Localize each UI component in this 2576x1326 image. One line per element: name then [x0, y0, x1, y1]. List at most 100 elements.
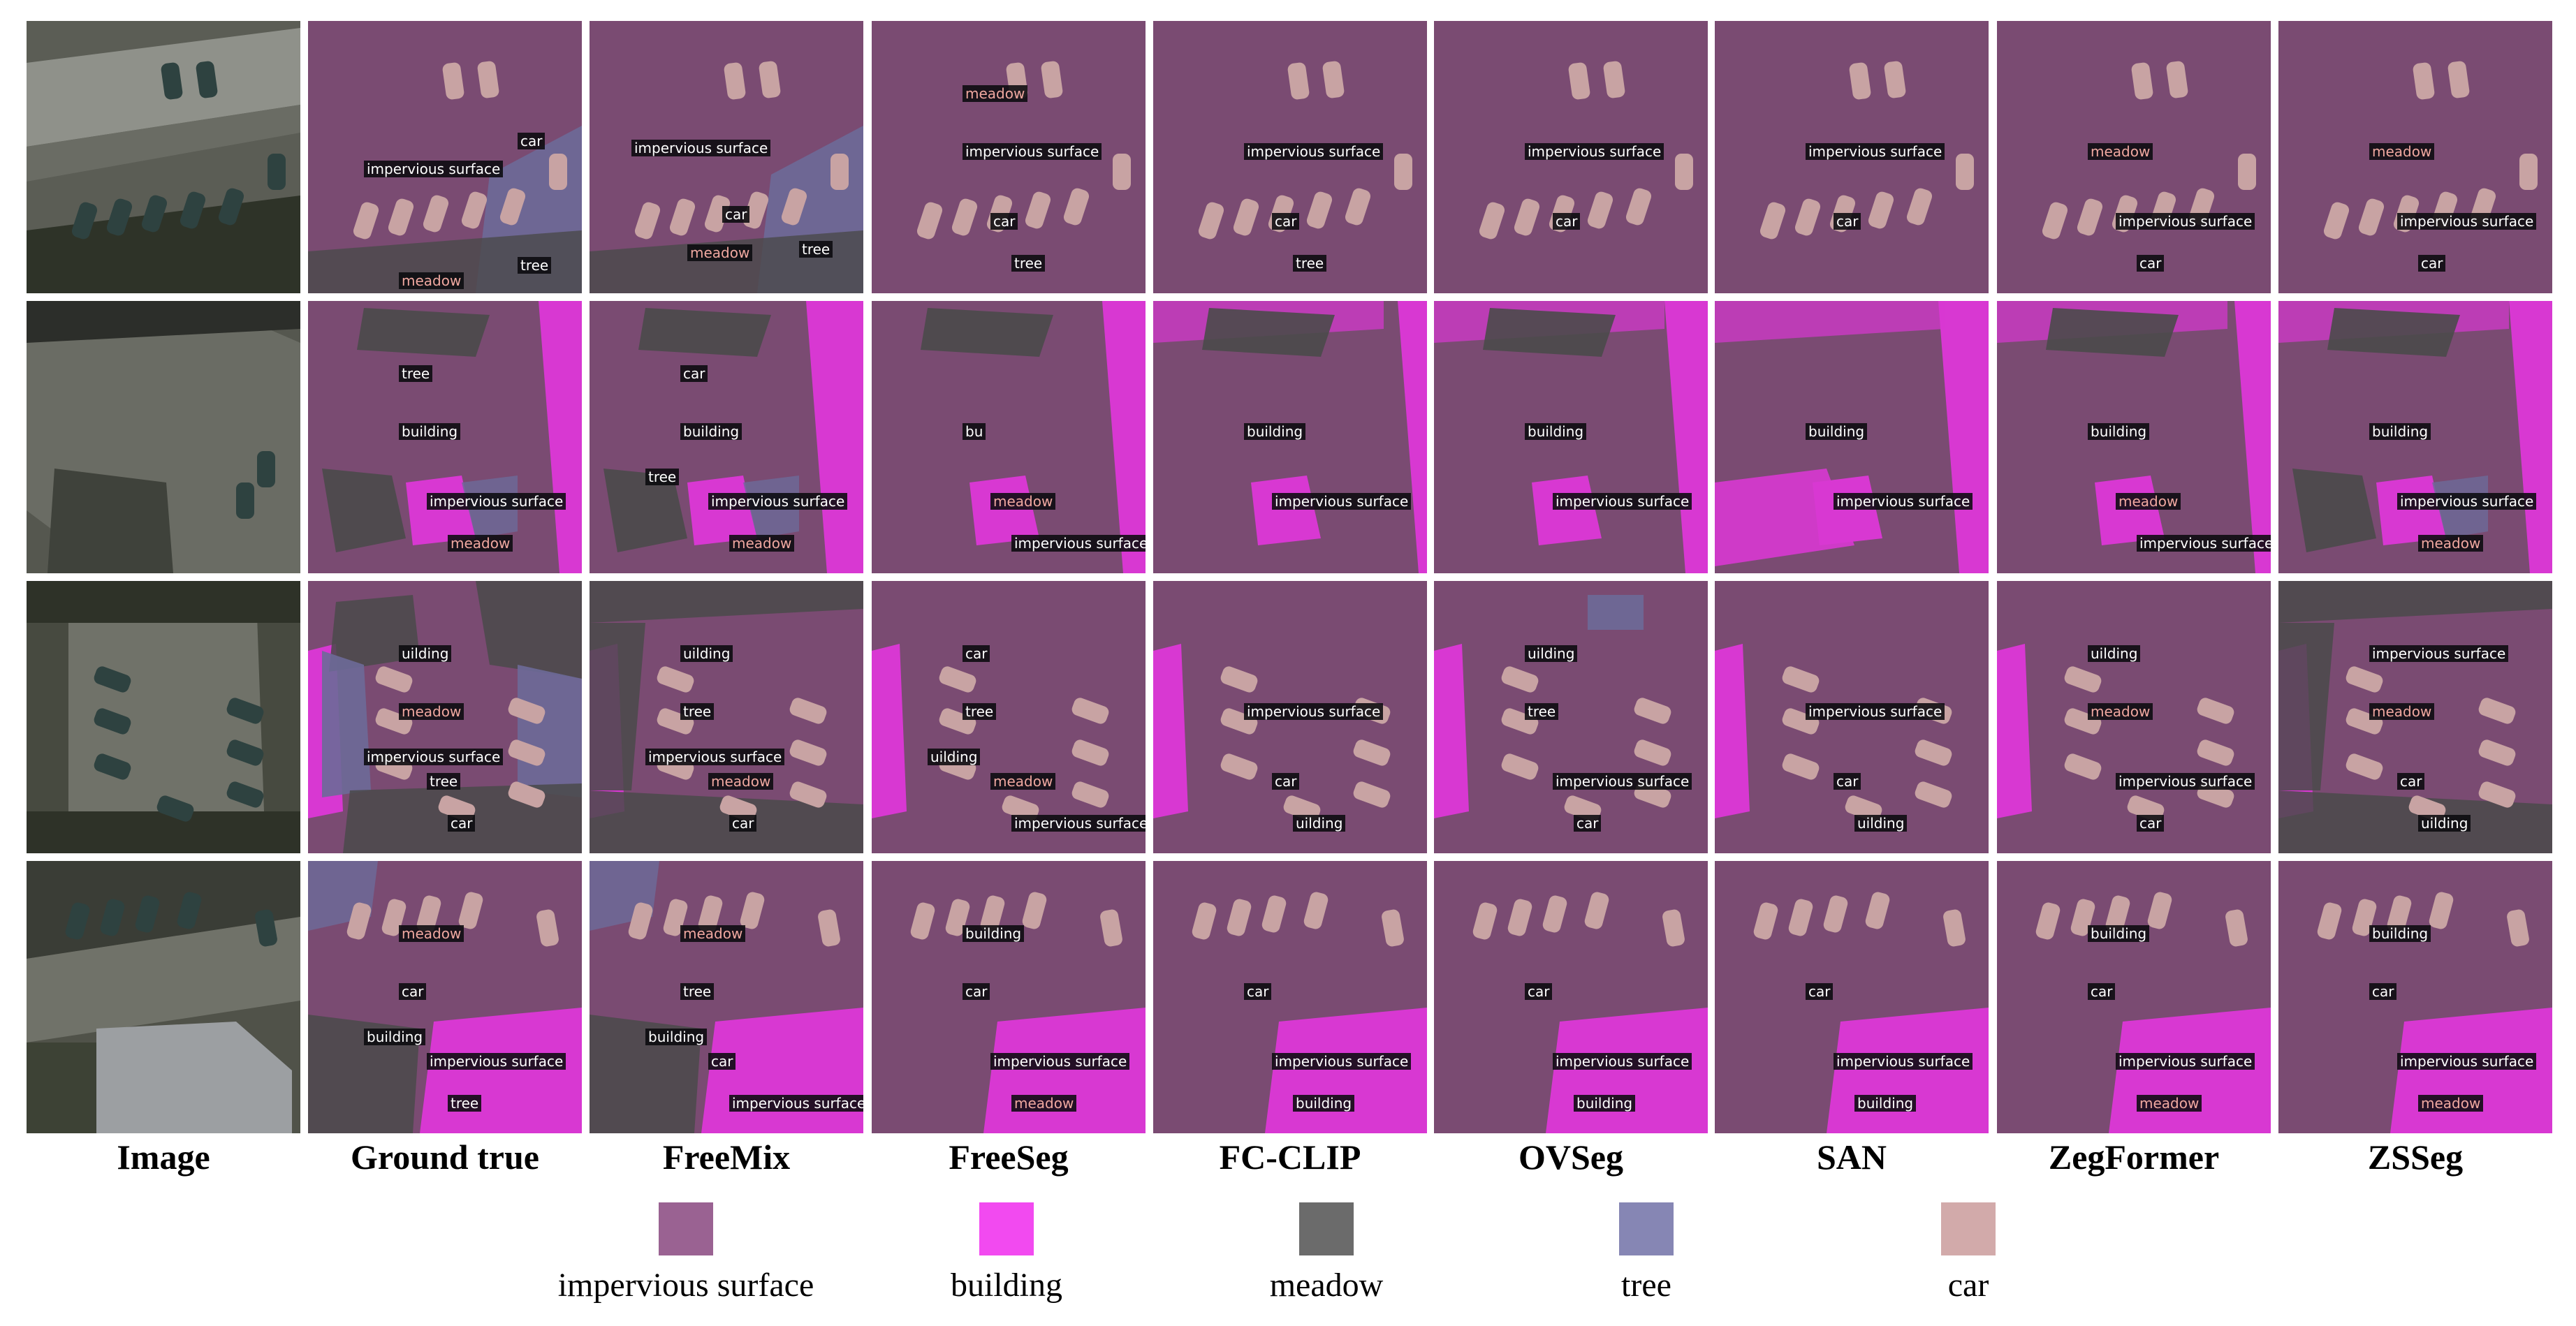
class-label-tag: uilding: [928, 749, 981, 765]
panel-row-2-col-4: bu meadow impervious surface: [872, 301, 1146, 573]
class-label-tag: tree: [680, 703, 715, 720]
class-label-tag: building: [1854, 1095, 1917, 1112]
class-label-tag: meadow: [2116, 493, 2181, 510]
panel-row-2-col-9: building impervious surface meadow: [2278, 301, 2552, 573]
segmentation-map: [27, 301, 300, 573]
legend-swatch-car: [1941, 1202, 1996, 1255]
segmentation-map: [308, 581, 582, 853]
class-label-tag: impervious surface: [1244, 703, 1384, 720]
panel-row-3-col-2: meadow tree car uilding impervious surface: [308, 581, 582, 853]
class-label-tag: building: [2369, 925, 2431, 942]
class-label-tag: meadow: [2418, 1095, 2484, 1112]
panel-row-3-col-4: tree meadow impervious surface car uilding: [872, 581, 1146, 853]
class-label-tag: uilding: [1525, 645, 1578, 662]
class-label-tag: impervious surface: [1011, 535, 1146, 552]
panel-row-1-col-7: impervious surface car: [1715, 21, 1989, 293]
class-label-tag: meadow: [399, 703, 464, 720]
class-label-tag: tree: [1293, 255, 1327, 272]
class-label-tag: impervious surface: [364, 749, 504, 765]
class-label-tag: impervious surface: [2116, 1053, 2255, 1070]
segmentation-map: [590, 581, 863, 853]
class-label-tag: meadow: [2088, 703, 2153, 720]
panel-row-4-col-8: car impervious surface meadow building: [1997, 861, 2271, 1133]
legend-label-tree: tree: [1621, 1267, 1671, 1304]
legend-label-building: building: [950, 1267, 1062, 1304]
class-label-tag: impervious surface: [1834, 493, 1973, 510]
panel-row-3-col-9: meadow car uilding impervious surface: [2278, 581, 2552, 853]
panel-row-1-col-8: meadow impervious surface car: [1997, 21, 2271, 293]
panel-row-4-col-5: car impervious surface building: [1153, 861, 1427, 1133]
segmentation-map: [590, 301, 863, 573]
panel-row-2-col-3: building impervious surface meadow car tree: [590, 301, 863, 573]
class-label-tag: car: [722, 206, 750, 223]
segmentation-map: [1715, 861, 1989, 1133]
legend-label-car: car: [1947, 1267, 1989, 1304]
panel-row-1-col-6: impervious surface car: [1434, 21, 1708, 293]
class-label-tag: building: [1244, 423, 1306, 440]
panel-row-2-col-8: building meadow impervious surface: [1997, 301, 2271, 573]
class-label-tag: tree: [399, 365, 433, 382]
class-label-tag: tree: [963, 703, 997, 720]
column-header-1: Image: [117, 1137, 210, 1177]
class-label-tag: meadow: [680, 925, 746, 942]
class-label-tag: car: [1834, 773, 1861, 790]
panel-row-2-col-7: building impervious surface: [1715, 301, 1989, 573]
column-header-7: SAN: [1816, 1137, 1887, 1177]
class-label-tag: uilding: [680, 645, 733, 662]
class-label-tag: car: [1574, 815, 1602, 832]
segmentation-map: [872, 301, 1146, 573]
panel-row-1-col-4: impervious surface car tree meadow: [872, 21, 1146, 293]
segmentation-map: [872, 581, 1146, 853]
class-label-tag: impervious surface: [1834, 1053, 1973, 1070]
class-label-tag: tree: [680, 983, 715, 1000]
panel-row-1-col-2: car impervious surface tree meadow: [308, 21, 582, 293]
class-label-tag: meadow: [729, 535, 795, 552]
column-header-2: Ground true: [351, 1137, 539, 1177]
class-label-tag: building: [1806, 423, 1868, 440]
class-label-tag: impervious surface: [963, 143, 1102, 160]
class-label-tag: impervious surface: [1553, 1053, 1692, 1070]
class-label-tag: car: [2369, 983, 2397, 1000]
class-label-tag: impervious surface: [1806, 703, 1945, 720]
class-label-tag: meadow: [2418, 535, 2484, 552]
legend-label-impervious: impervious surface: [557, 1267, 814, 1304]
class-label-tag: tree: [518, 257, 552, 274]
legend-label-meadow: meadow: [1269, 1267, 1384, 1304]
class-label-tag: car: [448, 815, 476, 832]
class-label-tag: impervious surface: [2116, 213, 2255, 230]
panel-row-2-col-2: building impervious surface meadow tree: [308, 301, 582, 573]
class-label-tag: car: [1806, 983, 1834, 1000]
class-label-tag: impervious surface: [1806, 143, 1945, 160]
class-label-tag: car: [399, 983, 427, 1000]
class-label-tag: tree: [448, 1095, 482, 1112]
class-label-tag: impervious surface: [427, 493, 566, 510]
class-label-tag: impervious surface: [427, 1053, 566, 1070]
panel-row-4-col-9: car impervious surface meadow building: [2278, 861, 2552, 1133]
class-label-tag: impervious surface: [2397, 1053, 2537, 1070]
class-label-tag: car: [2418, 255, 2446, 272]
panel-row-4-col-3: tree car impervious surface meadow building: [590, 861, 863, 1133]
class-label-tag: building: [963, 925, 1025, 942]
column-header-3: FreeMix: [662, 1137, 791, 1177]
panel-row-3-col-3: tree meadow car uilding impervious surface: [590, 581, 863, 853]
column-header-5: FC-CLIP: [1219, 1137, 1361, 1177]
class-label-tag: car: [2137, 815, 2165, 832]
class-label-tag: car: [963, 983, 990, 1000]
segmentation-map: [872, 861, 1146, 1133]
class-label-tag: meadow: [963, 85, 1028, 102]
panel-row-4-col-2: car impervious surface tree meadow building: [308, 861, 582, 1133]
class-label-tag: impervious surface: [2137, 535, 2271, 552]
class-label-tag: impervious surface: [2397, 493, 2537, 510]
panel-row-2-col-5: building impervious surface: [1153, 301, 1427, 573]
panel-row-1-col-5: impervious surface car tree: [1153, 21, 1427, 293]
segmentation-map: [2278, 21, 2552, 293]
legend-swatch-impervious: [659, 1202, 713, 1255]
panel-row-4-col-4: car impervious surface meadow building: [872, 861, 1146, 1133]
class-label-tag: meadow: [2369, 703, 2435, 720]
panel-row-4-col-6: car impervious surface building: [1434, 861, 1708, 1133]
class-label-tag: building: [399, 423, 461, 440]
class-label-tag: meadow: [2088, 143, 2153, 160]
panel-row-2-image: [27, 301, 300, 573]
class-label-tag: meadow: [708, 773, 774, 790]
segmentation-map: [27, 861, 300, 1133]
